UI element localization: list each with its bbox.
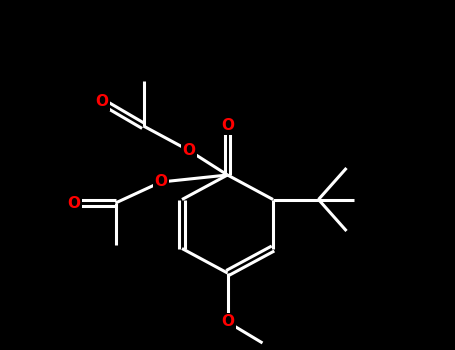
Text: O: O (221, 315, 234, 329)
Text: O: O (155, 175, 167, 189)
Text: O: O (67, 196, 80, 210)
Text: O: O (221, 119, 234, 133)
Text: O: O (182, 143, 196, 158)
Text: O: O (95, 94, 108, 109)
